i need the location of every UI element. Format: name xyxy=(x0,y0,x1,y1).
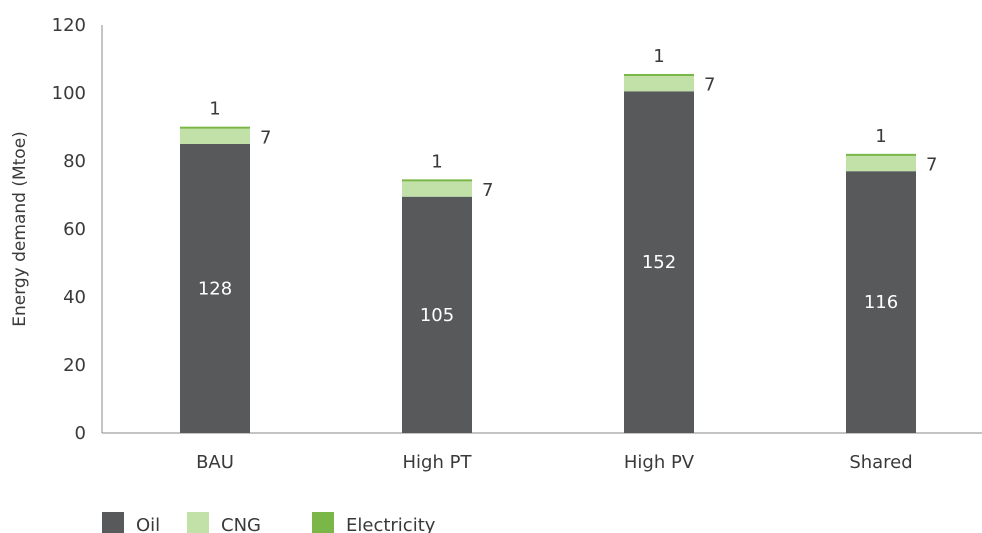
bar-oil xyxy=(402,196,472,433)
y-tick-label: 20 xyxy=(63,355,86,376)
bars xyxy=(180,73,916,434)
x-tick-label: Shared xyxy=(849,452,912,473)
x-tick-label: High PV xyxy=(624,452,695,473)
bar-cng xyxy=(624,76,694,92)
y-tick-label: 120 xyxy=(52,15,86,36)
bar-electricity xyxy=(180,126,250,129)
y-tick-label: 60 xyxy=(63,219,86,240)
bar-cng xyxy=(180,128,250,144)
bar-electricity xyxy=(624,73,694,76)
legend: Oil CNG Electricity xyxy=(102,512,436,533)
data-label-electricity: 1 xyxy=(431,151,442,172)
bar-electricity xyxy=(846,153,916,156)
y-axis-label: Energy demand (Mtoe) xyxy=(10,131,30,327)
y-tick-label: 80 xyxy=(63,151,86,172)
data-label-cng: 7 xyxy=(260,127,271,148)
legend-swatch-oil xyxy=(102,512,124,533)
y-axis: 0 20 40 60 80 100 120 Energy demand (Mtoe) xyxy=(10,15,103,444)
bar-oil xyxy=(846,171,916,433)
data-label-electricity: 1 xyxy=(653,46,664,67)
bar-oil xyxy=(624,91,694,434)
x-tick-label: BAU xyxy=(196,452,234,473)
legend-label-electricity: Electricity xyxy=(346,515,436,533)
x-axis: BAU High PT High PV Shared xyxy=(102,432,982,473)
bar-oil xyxy=(180,144,250,433)
data-label-oil: 128 xyxy=(198,279,232,300)
legend-swatch-cng xyxy=(187,512,209,533)
data-label-oil: 116 xyxy=(864,292,898,313)
data-label-cng: 7 xyxy=(926,155,937,176)
data-label-electricity: 1 xyxy=(209,99,220,120)
data-label-electricity: 1 xyxy=(875,126,886,147)
data-label-cng: 7 xyxy=(482,180,493,201)
bar-cng xyxy=(402,181,472,197)
y-tick-label: 40 xyxy=(63,287,86,308)
y-tick-label: 0 xyxy=(75,423,86,444)
x-tick-label: High PT xyxy=(403,452,473,473)
bar-cng xyxy=(846,155,916,172)
data-label-cng: 7 xyxy=(704,75,715,96)
legend-label-cng: CNG xyxy=(221,515,261,533)
bar-electricity xyxy=(402,179,472,182)
data-label-oil: 105 xyxy=(420,305,454,326)
legend-swatch-electricity xyxy=(312,512,334,533)
data-label-oil: 152 xyxy=(642,252,676,273)
legend-label-oil: Oil xyxy=(136,515,160,533)
data-labels: 128 7 1 105 7 1 152 7 1 116 7 1 xyxy=(198,46,938,326)
y-tick-label: 100 xyxy=(52,83,86,104)
